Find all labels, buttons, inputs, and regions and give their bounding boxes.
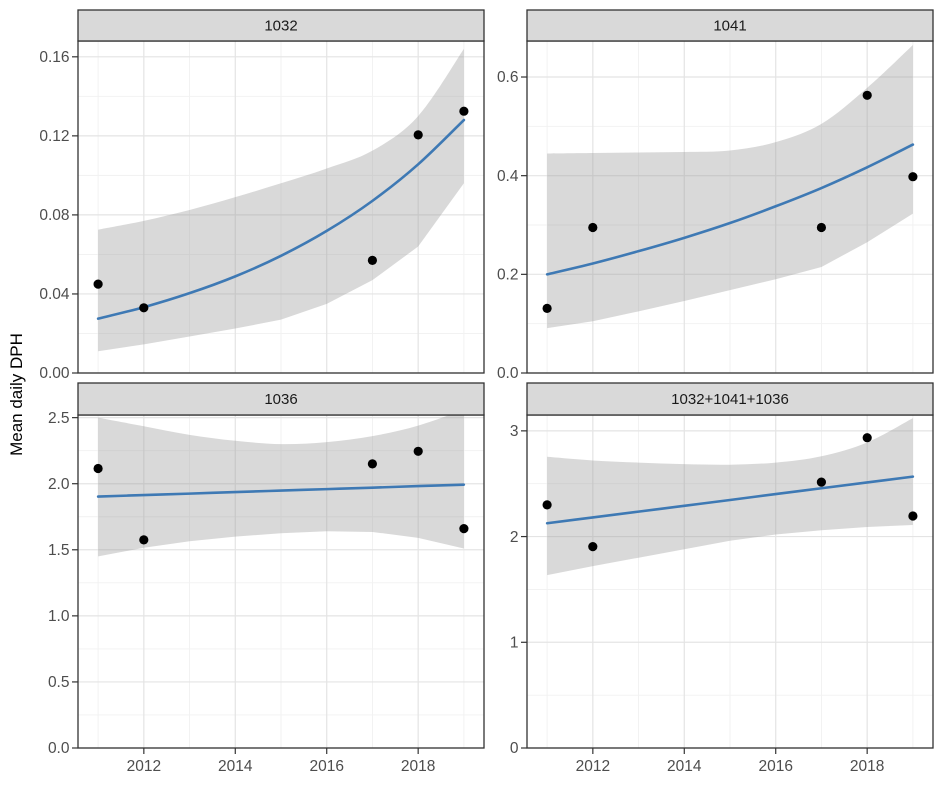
- facet-strip-label: 1032+1041+1036: [671, 391, 789, 408]
- y-tick-label: 0.0: [48, 740, 70, 757]
- trend-line: [545, 143, 915, 276]
- x-tick-label: 2018: [850, 758, 884, 775]
- facet-strip-label: 1041: [713, 18, 746, 35]
- data-point: [816, 222, 827, 233]
- data-point: [413, 446, 423, 456]
- confidence-ribbon: [98, 415, 464, 557]
- y-tick-label: 0.0: [497, 365, 519, 382]
- x-tick-label: 2012: [127, 758, 161, 775]
- facet-panels: 10320.000.040.080.120.1610410.00.20.40.6…: [39, 9, 934, 775]
- y-tick-label: 0.12: [39, 128, 69, 145]
- facet-panel-1032: 1032 0.00 0.04 0.08 0.12 0.16: [39, 9, 485, 382]
- confidence-ribbon: [547, 44, 913, 329]
- facet-strip: [526, 382, 934, 416]
- data-point: [542, 500, 552, 510]
- facet-panel-1041: 1041 0.0 0.2 0.4 0.6: [497, 9, 934, 382]
- y-tick-label: 1.5: [48, 542, 70, 559]
- data-point: [816, 477, 827, 487]
- trend-line: [96, 118, 466, 320]
- data-point: [367, 459, 377, 469]
- x-tick-label: 2016: [309, 758, 343, 775]
- data-point: [862, 433, 872, 443]
- trend-line: [545, 475, 915, 525]
- y-axis-title: Mean daily DPH: [7, 333, 26, 456]
- y-tick-label: 0.16: [39, 49, 69, 66]
- y-tick-label: 2: [510, 529, 519, 546]
- y-tick-label: 0: [510, 740, 519, 757]
- y-tick-label: 3: [510, 423, 519, 440]
- facet-strip-label: 1036: [264, 391, 297, 408]
- data-point: [139, 535, 149, 545]
- data-point: [459, 106, 469, 116]
- data-point: [908, 172, 918, 182]
- facet-strip-label: 1032: [264, 18, 297, 35]
- confidence-ribbon: [547, 418, 913, 576]
- y-tick-label: 2.0: [48, 476, 70, 493]
- y-tick-label: 0.2: [497, 267, 519, 284]
- y-tick-label: 0.00: [39, 365, 70, 382]
- y-tick-label: 0.6: [497, 69, 519, 86]
- y-tick-label: 0.04: [39, 286, 70, 303]
- facet-panel-1032-1041-1036: 1032+1041+1036 0 1 2 3 2012 2014 2016 2018: [510, 382, 934, 775]
- gridlines: [527, 415, 933, 749]
- data-point: [459, 524, 469, 534]
- y-tick-label: 2.5: [48, 410, 70, 427]
- y-tick-label: 1.0: [48, 608, 70, 625]
- x-tick-label: 2018: [401, 758, 435, 775]
- y-tick-label: 1: [510, 634, 519, 651]
- data-point: [588, 542, 598, 552]
- y-tick-label: 0.5: [48, 674, 70, 691]
- data-point: [93, 279, 103, 289]
- facet-panel-1036: 1036 0.0 0.5 1.0 1.5 2.0 2.5 2012 2014 2016 2018: [48, 382, 485, 775]
- data-point: [908, 511, 918, 521]
- data-point: [367, 255, 377, 265]
- x-tick-label: 2012: [576, 758, 610, 775]
- x-tick-label: 2014: [667, 758, 702, 775]
- data-point: [542, 303, 552, 313]
- data-point: [862, 90, 872, 100]
- data-point: [588, 222, 598, 233]
- data-point: [93, 463, 103, 474]
- y-tick-label: 0.08: [39, 207, 69, 224]
- data-point: [413, 130, 423, 140]
- y-tick-label: 0.4: [497, 168, 519, 185]
- gridlines: [78, 415, 484, 749]
- x-tick-label: 2014: [218, 758, 253, 775]
- data-point: [139, 303, 149, 313]
- trend-line: [96, 483, 466, 498]
- confidence-ribbon: [98, 48, 464, 352]
- facet-strip: [77, 382, 485, 416]
- x-tick-label: 2016: [758, 758, 792, 775]
- facet-strip: [77, 9, 485, 42]
- facet-strip: [526, 9, 934, 42]
